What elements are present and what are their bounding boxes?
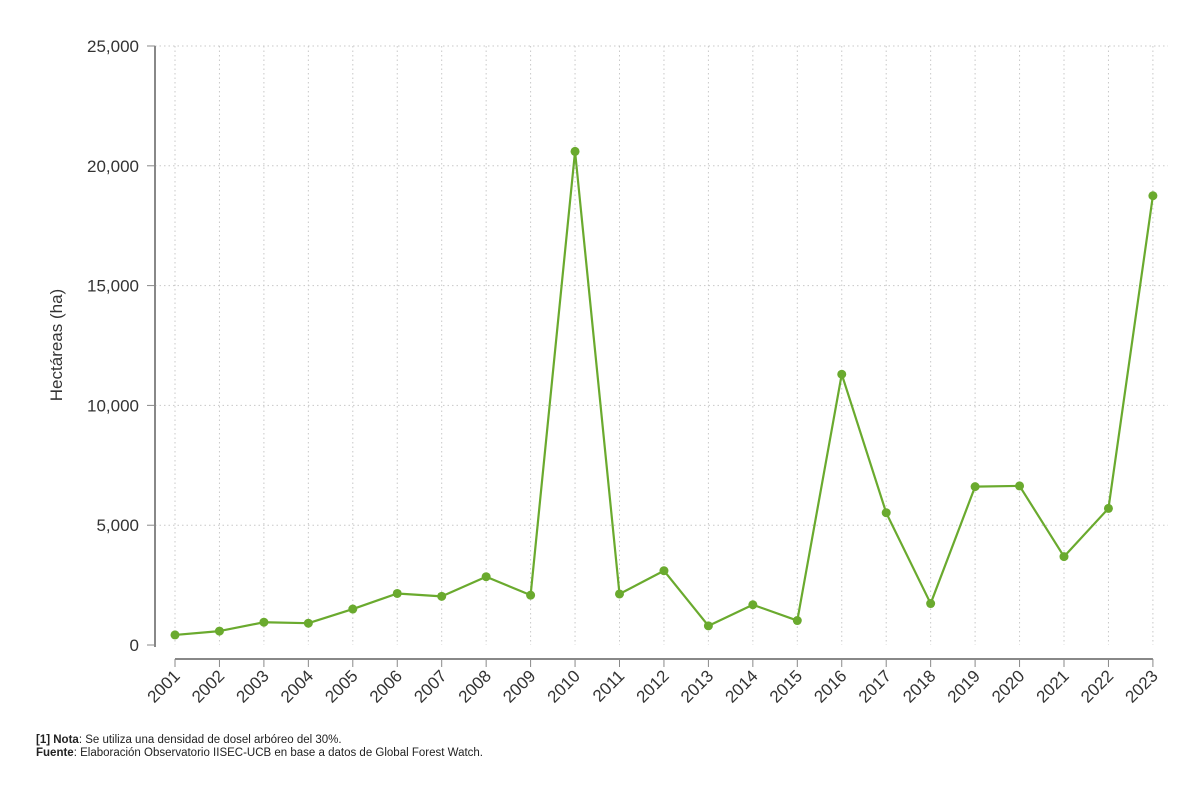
data-point bbox=[481, 572, 491, 582]
x-tick-label: 2017 bbox=[855, 666, 895, 706]
x-tick-label: 2019 bbox=[944, 666, 984, 706]
y-tick-label: 10,000 bbox=[87, 396, 139, 415]
data-point bbox=[437, 591, 447, 601]
data-point bbox=[259, 617, 269, 627]
x-tick-label: 2016 bbox=[810, 666, 850, 706]
y-tick-label: 5,000 bbox=[96, 516, 139, 535]
x-tick-label: 2007 bbox=[410, 666, 450, 706]
x-tick-label: 2020 bbox=[988, 666, 1028, 706]
x-tick-label: 2002 bbox=[188, 666, 228, 706]
data-point bbox=[1148, 191, 1158, 201]
data-point bbox=[615, 589, 624, 599]
x-tick-label: 2001 bbox=[144, 666, 184, 706]
data-point bbox=[1015, 481, 1025, 491]
y-tick-label: 25,000 bbox=[87, 37, 139, 56]
fuente-label: Fuente bbox=[36, 747, 74, 759]
x-tick-label: 2011 bbox=[589, 666, 628, 705]
data-point bbox=[748, 600, 758, 610]
y-tick-label: 15,000 bbox=[87, 277, 139, 296]
data-point bbox=[170, 630, 180, 640]
y-tick-label: 0 bbox=[130, 636, 139, 655]
gridlines bbox=[155, 45, 1168, 645]
data-point bbox=[926, 599, 936, 609]
data-point bbox=[837, 369, 847, 379]
fuente-text: : Elaboración Observatorio IISEC-UCB en … bbox=[73, 747, 483, 759]
x-tick-label: 2004 bbox=[277, 666, 317, 706]
x-tick-label: 2003 bbox=[233, 666, 273, 706]
data-point bbox=[570, 146, 580, 156]
x-tick-label: 2023 bbox=[1122, 666, 1162, 706]
data-point bbox=[1103, 503, 1113, 513]
x-tick-labels: 2001 2002 2003 2004 2005 2006 2007 2008 2009 2010… bbox=[144, 666, 1162, 706]
x-tick-label: 2005 bbox=[321, 666, 361, 706]
fuente-line: Fuente: Elaboración Observatorio IISEC-U… bbox=[36, 747, 483, 760]
data-point bbox=[1059, 552, 1069, 562]
data-point bbox=[659, 566, 669, 576]
data-point bbox=[703, 621, 713, 631]
x-tick-label: 2022 bbox=[1077, 666, 1117, 706]
chart-notes: [1] Nota: Se utiliza una densidad de dos… bbox=[36, 734, 483, 760]
data-point bbox=[881, 508, 891, 518]
data-point bbox=[348, 604, 358, 614]
x-tick-label: 2013 bbox=[677, 666, 717, 706]
nota-label: [1] Nota bbox=[36, 734, 79, 746]
series-group bbox=[170, 146, 1158, 640]
data-point bbox=[970, 482, 980, 492]
x-tick-label: 2006 bbox=[366, 666, 406, 706]
x-tick-label: 2010 bbox=[544, 666, 584, 706]
nota-text: : Se utiliza una densidad de dosel arbór… bbox=[78, 734, 342, 746]
x-tick-label: 2018 bbox=[899, 666, 939, 706]
data-point bbox=[526, 590, 536, 600]
y-axis-title: Hectáreas (ha) bbox=[47, 289, 66, 401]
nota-line: [1] Nota: Se utiliza una densidad de dos… bbox=[36, 734, 483, 747]
x-tick-label: 2015 bbox=[766, 666, 806, 706]
x-tick-label: 2008 bbox=[455, 666, 495, 706]
x-tick-label: 2009 bbox=[499, 666, 539, 706]
data-point bbox=[303, 618, 313, 628]
x-tick-label: 2012 bbox=[633, 666, 673, 706]
axes bbox=[147, 45, 1154, 667]
y-tick-labels: 0 5,000 10,000 15,000 20,000 25,000 bbox=[87, 37, 139, 655]
y-tick-label: 20,000 bbox=[87, 157, 139, 176]
data-point bbox=[392, 588, 402, 598]
data-point bbox=[214, 626, 224, 636]
data-point bbox=[792, 616, 802, 626]
x-tick-label: 2014 bbox=[721, 666, 761, 706]
x-tick-label: 2021 bbox=[1033, 666, 1073, 706]
